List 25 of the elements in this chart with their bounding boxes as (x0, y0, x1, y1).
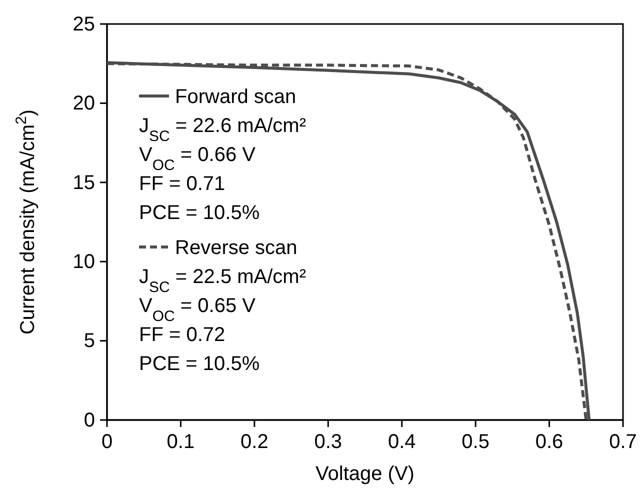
x-tick-label: 0.7 (609, 431, 637, 454)
legend-label: Reverse scan (175, 237, 298, 259)
annotation: J$_{SC}$ = 22.5 mA/cm² (139, 266, 306, 296)
y-tick-label: 25 (72, 13, 95, 36)
annotation: FF = 0.71 (139, 173, 226, 195)
x-tick-label: 0.3 (314, 431, 342, 454)
y-tick-label: 20 (72, 92, 95, 115)
annotation: PCE = 10.5% (139, 353, 260, 375)
legend-label: Forward scan (175, 86, 296, 108)
y-tick-label: 0 (84, 409, 95, 432)
x-tick-label: 0.4 (388, 431, 416, 454)
y-tick-label: 15 (72, 172, 95, 194)
x-axis-title: Voltage (V) (316, 463, 414, 485)
x-tick-label: 0 (101, 431, 113, 454)
annotation: V$_{OC}$ = 0.66 V (139, 144, 256, 174)
annotation: PCE = 10.5% (139, 202, 260, 224)
annotation: V$_{OC}$ = 0.65 V (139, 295, 256, 324)
x-tick-label: 0.5 (462, 431, 490, 454)
x-tick-label: 0.1 (166, 431, 195, 454)
annotation: FF = 0.72 (139, 324, 226, 346)
annotation: J$_{SC}$ = 22.6 mA/cm² (139, 115, 306, 144)
x-tick-label: 0.6 (535, 431, 564, 454)
y-tick-label: 10 (72, 251, 95, 273)
y-tick-label: 5 (84, 330, 95, 352)
x-tick-label: 0.2 (240, 431, 268, 454)
